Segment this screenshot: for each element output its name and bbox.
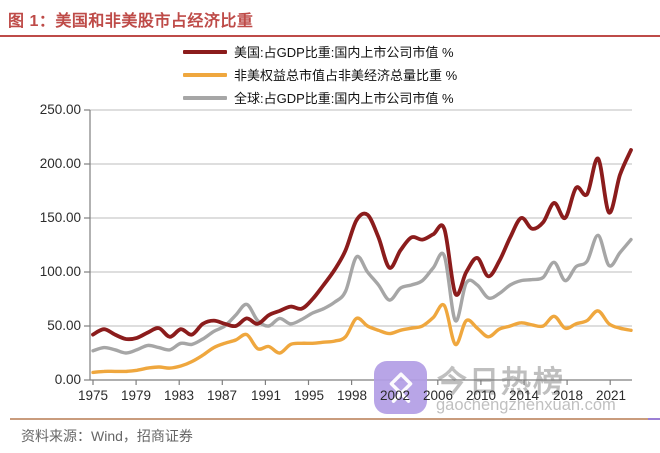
legend-line-swatch-nonus <box>183 72 227 77</box>
watermark-badge <box>374 361 427 414</box>
legend-label-nonus: 非美权益总市值占非美经济总量比重 % <box>234 68 458 83</box>
legend-item-nonus: 非美权益总市值占非美经济总量比重 % <box>183 63 457 86</box>
series-line-global <box>91 233 633 355</box>
x-axis-label: 2002 <box>379 388 411 403</box>
legend-item-us: 美国:占GDP比重:国内上市公司市值 % <box>183 40 457 63</box>
footer-divider-accent <box>648 418 660 420</box>
legend-line-swatch-global <box>183 95 227 100</box>
legend-label-us: 美国:占GDP比重:国内上市公司市值 % <box>234 45 454 60</box>
page-title: 图 1：美国和非美股市占经济比重 <box>8 13 254 30</box>
x-axis-label: 2014 <box>508 388 540 403</box>
series-line-us <box>91 148 633 342</box>
watermark-logo-icon <box>389 371 412 403</box>
title-divider <box>0 35 660 37</box>
y-axis-label: 0.00 <box>54 372 81 387</box>
y-axis-label: 150.00 <box>39 210 81 225</box>
x-axis-label: 1987 <box>206 388 238 403</box>
x-axis-label: 2006 <box>422 388 454 403</box>
chart-legend: 美国:占GDP比重:国内上市公司市值 % 非美权益总市值占非美经济总量比重 % … <box>183 40 457 109</box>
x-axis-label: 1998 <box>336 388 368 403</box>
legend-label-global: 全球:占GDP比重:国内上市公司市值 % <box>234 91 454 106</box>
footer-divider <box>10 418 648 420</box>
x-axis-label: 1991 <box>250 388 282 403</box>
y-axis-label: 50.00 <box>47 318 81 333</box>
legend-line-swatch-us <box>183 49 227 54</box>
x-axis-label: 1983 <box>163 388 195 403</box>
legend-item-global: 全球:占GDP比重:国内上市公司市值 % <box>183 86 457 109</box>
series-line-nonus <box>91 302 633 375</box>
y-axis-label: 200.00 <box>39 156 81 171</box>
x-axis-label: 1975 <box>77 388 109 403</box>
y-axis-label: 100.00 <box>39 264 81 279</box>
x-axis-label: 2018 <box>552 388 584 403</box>
watermark-title: 今日热榜 <box>437 366 565 399</box>
x-axis-label: 2021 <box>595 388 627 403</box>
source-note: 资料来源：Wind，招商证券 <box>21 428 193 444</box>
watermark-url: gaochengzhenxuan.com <box>436 396 616 414</box>
y-axis-label: 250.00 <box>39 102 81 117</box>
x-axis-label: 2010 <box>465 388 497 403</box>
x-axis-label: 1979 <box>120 388 152 403</box>
x-axis-label: 1995 <box>293 388 325 403</box>
